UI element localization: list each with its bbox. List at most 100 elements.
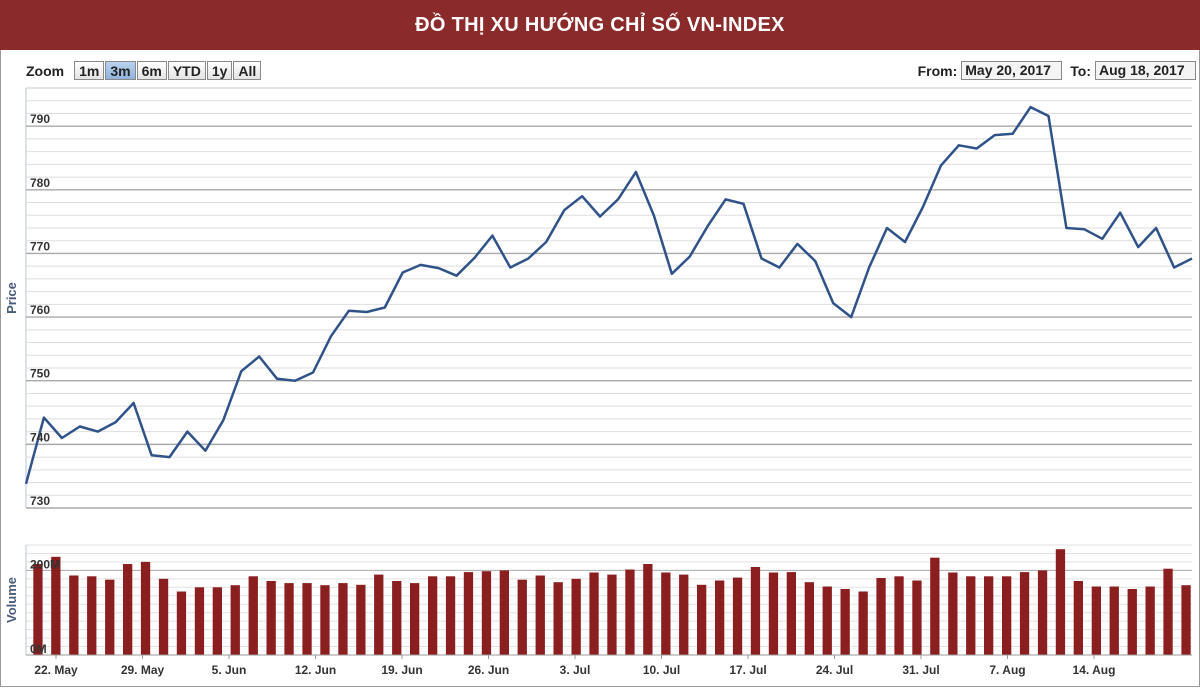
- price-tick-labels: 730 740 750 760 770 780 790: [30, 112, 50, 508]
- price-grid: [25, 87, 1192, 509]
- volume-bar: [768, 572, 779, 655]
- volume-bar: [966, 576, 976, 655]
- x-tick-label: 3. Jul: [560, 663, 591, 677]
- volume-bar: [33, 564, 43, 655]
- x-tick-label: 22. May: [34, 663, 78, 677]
- volume-bar: [230, 585, 240, 655]
- volume-bar: [679, 574, 689, 655]
- volume-bar: [1091, 586, 1101, 655]
- volume-bar: [840, 589, 850, 655]
- volume-bar: [894, 576, 904, 655]
- chart-banner: ĐỒ THỊ XU HƯỚNG CHỈ SỐ VN-INDEX: [0, 0, 1200, 50]
- volume-bar: [212, 587, 222, 655]
- price-axis-label: Price: [4, 282, 19, 314]
- volume-bar: [320, 585, 330, 655]
- volume-bar: [571, 578, 581, 655]
- volume-bar: [912, 580, 922, 655]
- volume-bar: [930, 557, 940, 655]
- volume-bar: [804, 582, 814, 655]
- x-tick-label: 26. Jun: [468, 663, 509, 677]
- volume-bar: [158, 578, 169, 655]
- price-line: [24, 105, 1193, 485]
- volume-bar: [105, 579, 115, 655]
- zoom-controls: Zoom 1m 3m 6m YTD 1y All: [26, 61, 262, 80]
- chart-title: ĐỒ THỊ XU HƯỚNG CHỈ SỐ VN-INDEX: [415, 13, 785, 36]
- volume-bar: [69, 575, 79, 655]
- volume-bar: [1127, 589, 1137, 655]
- x-tick-label: 14. Aug: [1073, 663, 1116, 677]
- volume-tick-labels: 0M 200M: [30, 557, 60, 656]
- volume-bar: [428, 576, 438, 655]
- volume-bar: [356, 584, 366, 655]
- zoom-6m-button[interactable]: 6m: [136, 61, 167, 80]
- price-tick-label: 730: [30, 494, 50, 508]
- from-label: From:: [917, 62, 958, 79]
- from-date-input[interactable]: May 20, 2017: [961, 61, 1063, 80]
- volume-bar: [1055, 549, 1066, 655]
- x-tick-label: 19. Jun: [381, 663, 422, 677]
- x-tick-labels: 22. May 29. May 5. Jun 12. Jun 19. Jun 26. Ju…: [26, 654, 1192, 677]
- zoom-1m-button[interactable]: 1m: [74, 61, 105, 80]
- zoom-label: Zoom: [26, 62, 65, 79]
- x-tick-label: 29. May: [121, 663, 165, 677]
- volume-bar: [1037, 570, 1048, 655]
- volume-bar: [374, 574, 384, 655]
- volume-bar: [948, 572, 958, 655]
- volume-tick-label: 200M: [30, 557, 60, 571]
- zoom-1y-button[interactable]: 1y: [206, 61, 233, 80]
- volume-bar: [517, 579, 527, 655]
- volume-bar: [984, 576, 994, 655]
- volume-bar: [499, 570, 509, 655]
- price-tick-label: 750: [30, 367, 50, 381]
- to-date-input[interactable]: Aug 18, 2017: [1095, 61, 1196, 80]
- volume-bar: [607, 574, 617, 655]
- to-label: To:: [1070, 62, 1091, 79]
- volume-bar: [1073, 581, 1083, 655]
- volume-bars: [33, 549, 1191, 655]
- volume-bar: [750, 567, 761, 655]
- date-range: From: May 20, 2017 To: Aug 18, 2017: [910, 61, 1196, 80]
- volume-bar: [697, 584, 707, 655]
- volume-bar: [266, 581, 276, 655]
- zoom-ytd-button[interactable]: YTD: [167, 61, 206, 80]
- volume-bar: [858, 591, 868, 655]
- volume-bar: [338, 583, 348, 655]
- volume-axis-label: Volume: [4, 577, 19, 623]
- volume-bar: [463, 572, 474, 655]
- volume-bar: [284, 583, 294, 655]
- volume-bar: [876, 578, 886, 655]
- x-tick-label: 7. Aug: [989, 663, 1025, 677]
- volume-bar: [1163, 568, 1173, 655]
- volume-bar: [589, 572, 599, 655]
- volume-bar: [1181, 585, 1191, 655]
- price-tick-label: 760: [30, 303, 50, 317]
- volume-bar: [786, 572, 796, 655]
- volume-bar: [123, 564, 133, 655]
- zoom-all-button[interactable]: All: [233, 61, 262, 80]
- x-tick-label: 31. Jul: [902, 663, 939, 677]
- volume-bar: [643, 564, 653, 655]
- x-tick-label: 24. Jul: [816, 663, 853, 677]
- volume-bar: [1019, 572, 1030, 655]
- x-tick-label: 12. Jun: [295, 663, 336, 677]
- volume-bar: [822, 586, 832, 655]
- volume-bar: [194, 587, 205, 655]
- volume-bar: [176, 591, 187, 655]
- price-tick-label: 740: [30, 430, 50, 444]
- volume-bar: [535, 575, 545, 655]
- zoom-3m-button[interactable]: 3m: [105, 61, 136, 80]
- volume-tick-label: 0M: [30, 642, 47, 656]
- volume-bar: [248, 576, 258, 655]
- volume-bar: [1145, 586, 1155, 655]
- volume-bar: [410, 583, 420, 655]
- volume-bar: [732, 577, 743, 655]
- price-tick-label: 780: [30, 176, 50, 190]
- x-tick-label: 17. Jul: [729, 663, 766, 677]
- volume-bar: [392, 581, 402, 655]
- x-tick-label: 5. Jun: [212, 663, 247, 677]
- volume-bar: [51, 556, 61, 655]
- volume-bar: [302, 583, 312, 655]
- x-tick-label: 10. Jul: [643, 663, 680, 677]
- volume-bar: [445, 576, 456, 655]
